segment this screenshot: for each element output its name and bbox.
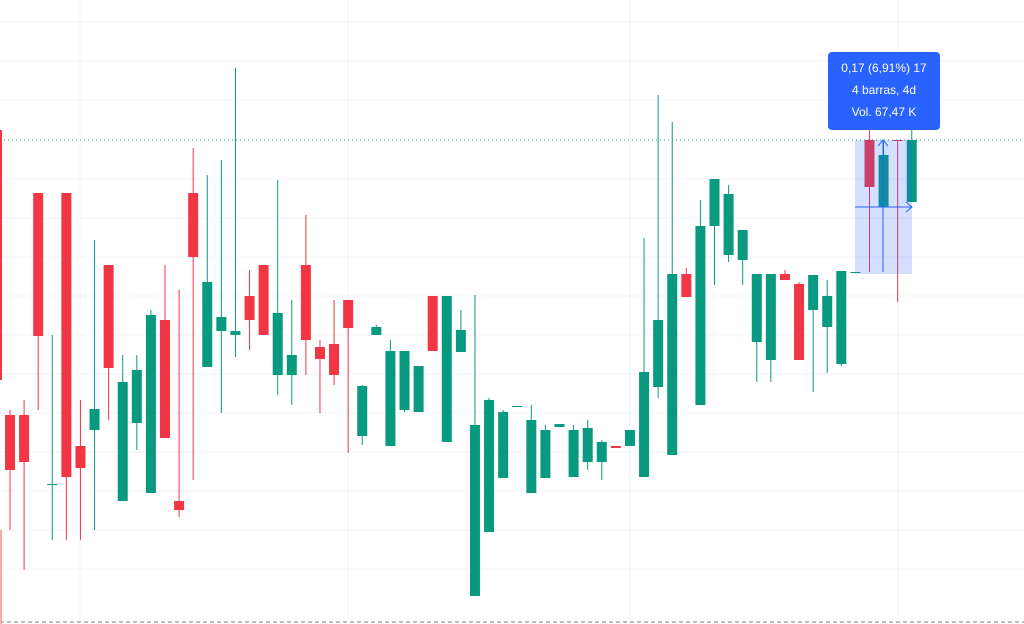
body (89, 409, 100, 430)
body (385, 351, 396, 446)
body (33, 193, 44, 336)
body (455, 330, 466, 352)
body (413, 366, 424, 412)
body (357, 386, 368, 436)
candles (5, 68, 917, 596)
body (427, 296, 438, 351)
body (272, 313, 283, 375)
body (878, 155, 889, 207)
body (399, 351, 410, 410)
body (216, 317, 227, 331)
body (667, 274, 678, 455)
body (329, 344, 340, 375)
body (610, 446, 621, 448)
body (469, 425, 480, 596)
body (709, 179, 720, 226)
body (371, 327, 382, 335)
body (723, 194, 734, 255)
body (286, 355, 297, 375)
body (5, 415, 15, 470)
body (639, 372, 650, 477)
body (765, 274, 776, 360)
body (117, 382, 128, 501)
body (892, 140, 903, 141)
body (568, 430, 579, 477)
body (864, 140, 875, 187)
body (540, 430, 551, 478)
body (441, 296, 452, 442)
tooltip-box (828, 52, 940, 130)
body (174, 501, 185, 510)
body (512, 406, 523, 407)
body (159, 320, 170, 438)
body (526, 420, 537, 493)
body (244, 296, 255, 320)
body (596, 442, 607, 462)
tooltip-volume: Vol. 67,47 K (852, 105, 917, 119)
body (75, 446, 86, 468)
body (850, 272, 861, 273)
body (653, 320, 664, 387)
body (300, 265, 311, 340)
body (906, 140, 917, 202)
body (61, 193, 72, 477)
body (258, 265, 269, 335)
body (188, 193, 199, 257)
body (484, 400, 495, 532)
arrow-head (877, 139, 889, 147)
body (145, 315, 156, 493)
body (230, 331, 241, 335)
body (695, 226, 706, 405)
body (836, 271, 847, 364)
body (202, 282, 213, 367)
arrow-head (905, 201, 913, 213)
measure (855, 139, 913, 274)
partial-volume (0, 530, 2, 624)
partial-candle (0, 130, 2, 380)
body (103, 265, 114, 368)
body (47, 484, 58, 485)
tooltip-bars: 4 barras, 4d (852, 83, 916, 97)
body (554, 424, 565, 427)
body (822, 296, 833, 327)
body (779, 274, 790, 280)
body (19, 415, 30, 462)
tooltip-change: 0,17 (6,91%) 17 (841, 61, 927, 75)
body (681, 274, 692, 297)
body (624, 430, 635, 446)
body (498, 412, 509, 478)
body (314, 347, 325, 359)
body (343, 300, 354, 328)
body (751, 274, 762, 342)
body (794, 284, 805, 360)
tooltip: 0,17 (6,91%) 17 4 barras, 4d Vol. 67,47 … (828, 52, 940, 130)
body (808, 275, 819, 310)
body (582, 428, 593, 462)
body (737, 230, 748, 260)
body (131, 370, 142, 423)
